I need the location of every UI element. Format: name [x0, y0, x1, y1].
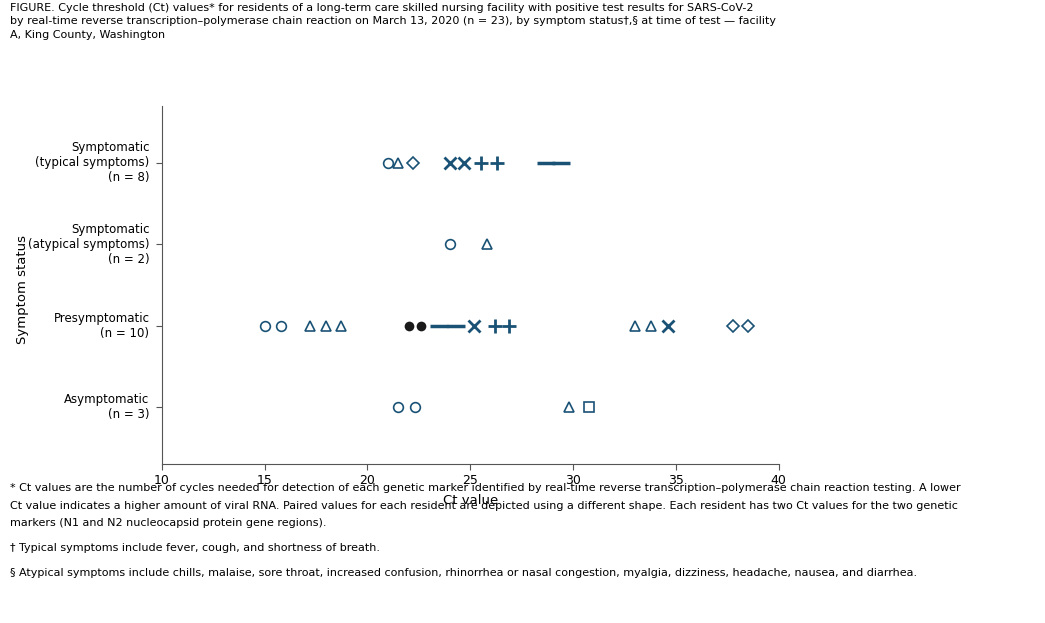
- X-axis label: Ct value: Ct value: [443, 494, 497, 506]
- Text: § Atypical symptoms include chills, malaise, sore throat, increased confusion, r: § Atypical symptoms include chills, mala…: [10, 568, 918, 578]
- Text: FIGURE. Cycle threshold (Ct) values* for residents of a long-term care skilled n: FIGURE. Cycle threshold (Ct) values* for…: [10, 3, 776, 39]
- Text: markers (N1 and N2 nucleocapsid protein gene regions).: markers (N1 and N2 nucleocapsid protein …: [10, 518, 327, 528]
- Text: * Ct values are the number of cycles needed for detection of each genetic marker: * Ct values are the number of cycles nee…: [10, 483, 961, 493]
- Text: † Typical symptoms include fever, cough, and shortness of breath.: † Typical symptoms include fever, cough,…: [10, 543, 380, 553]
- Text: Symptom status: Symptom status: [17, 235, 29, 344]
- Text: Ct value indicates a higher amount of viral RNA. Paired values for each resident: Ct value indicates a higher amount of vi…: [10, 501, 958, 511]
